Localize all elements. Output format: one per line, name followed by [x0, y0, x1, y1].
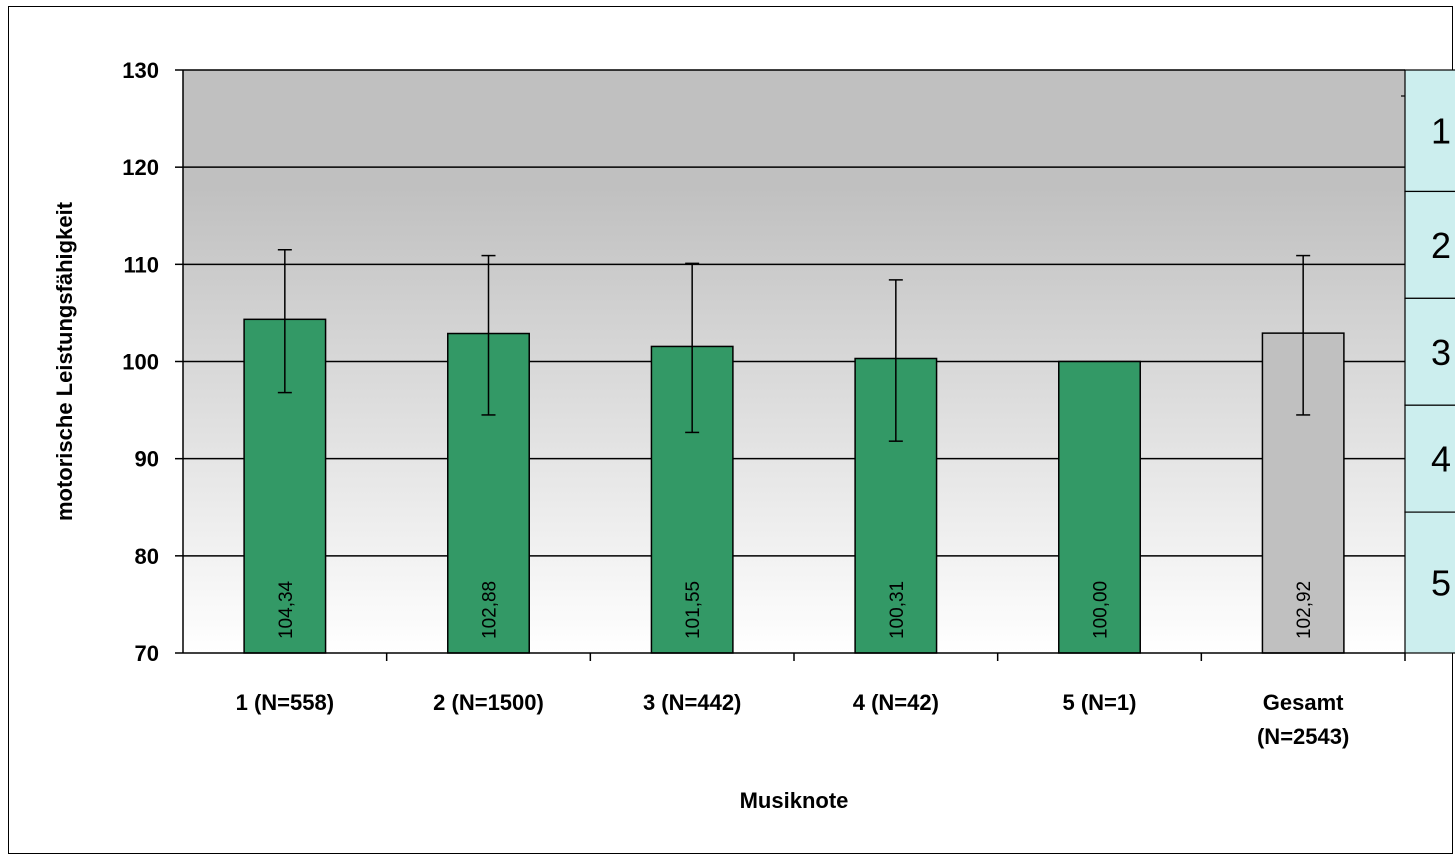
x-tick-label: Gesamt — [1263, 690, 1344, 715]
x-tick-label: 5 (N=1) — [1063, 690, 1137, 715]
grade-label: 2 — [1431, 225, 1451, 266]
x-tick-label: (N=2543) — [1257, 724, 1349, 749]
x-tick-label: 3 (N=442) — [643, 690, 741, 715]
grade-label: 5 — [1431, 563, 1451, 604]
y-tick-label: 120 — [122, 155, 159, 180]
y-tick-label: 100 — [122, 350, 159, 375]
x-tick-label: 4 (N=42) — [853, 690, 939, 715]
x-tick-label: 2 (N=1500) — [433, 690, 544, 715]
x-axis-title: Musiknote — [740, 788, 849, 813]
data-label: 101,55 — [683, 581, 704, 639]
grade-scale-panel: 1 2 3 4 5 — [1401, 69, 1455, 654]
grade-band — [1404, 190, 1455, 299]
gridlines — [183, 69, 1405, 557]
grade-band — [1404, 297, 1455, 406]
data-label: 100,31 — [887, 581, 908, 639]
y-tick-label: 110 — [124, 252, 160, 277]
y-axis-title: motorische Leistungsfähigkeit — [52, 201, 77, 521]
data-label: 102,92 — [1294, 581, 1315, 639]
y-tick-label: 130 — [122, 58, 159, 83]
y-tick-label: 90 — [135, 447, 159, 472]
data-label: 100,00 — [1091, 581, 1112, 639]
y-tick-label: 70 — [135, 641, 159, 666]
grade-label: 3 — [1431, 332, 1451, 373]
grade-band — [1404, 69, 1455, 193]
grade-label: 4 — [1431, 439, 1451, 480]
x-tick-label: 1 (N=558) — [236, 690, 334, 715]
grade-band — [1404, 404, 1455, 513]
data-label: 102,88 — [480, 581, 501, 639]
grade-label: 1 — [1431, 111, 1451, 152]
data-label: 104,34 — [276, 580, 297, 639]
grade-band — [1404, 511, 1455, 654]
axes: 70 80 90 100 110 120 130 1 (N=558) 2 (N=1500) 3 (… — [122, 58, 1406, 749]
y-tick-label: 80 — [135, 544, 159, 569]
